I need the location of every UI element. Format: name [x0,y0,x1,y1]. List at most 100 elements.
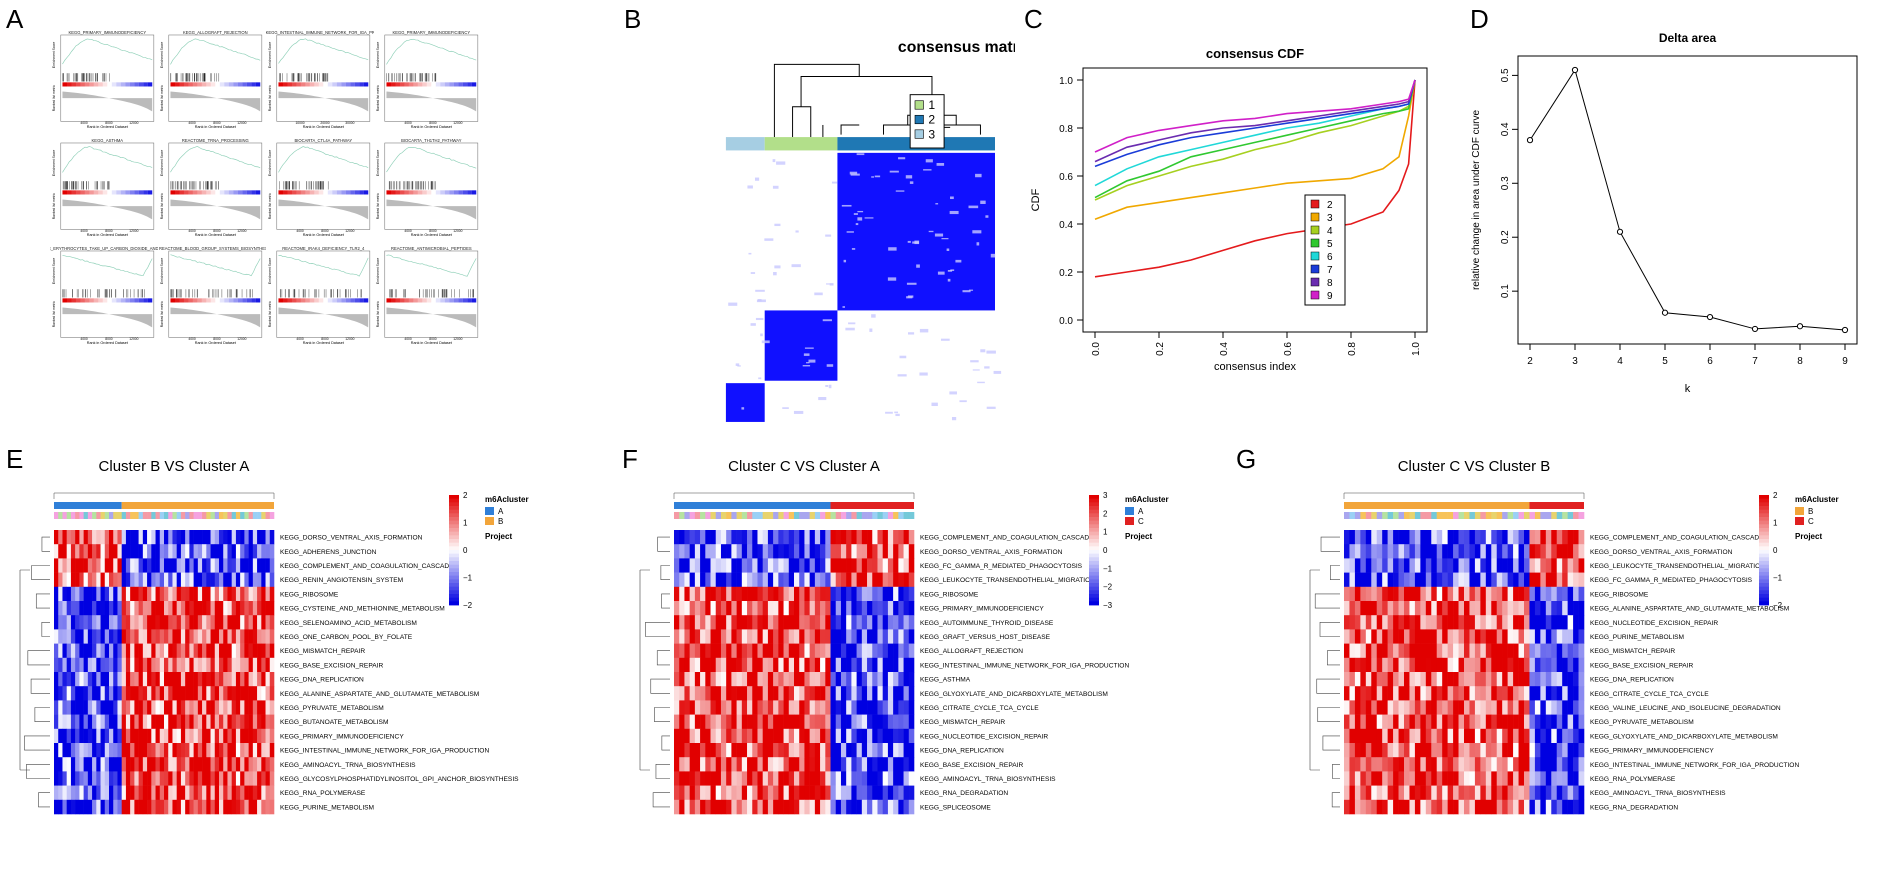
heat-cell [893,785,899,801]
heat-cell [54,757,59,772]
heat-cell [1491,714,1498,730]
group-bar-segment [1344,502,1530,509]
heat-cell [1442,643,1448,659]
gsea-xtick: 10000 [295,121,304,125]
project-bar-cell [189,512,194,519]
heat-cell [1529,586,1536,602]
heat-cell [1349,572,1356,588]
heat-cell [1485,686,1492,701]
heat-cell [117,728,122,744]
heat-cell [147,785,152,801]
rank-bar-cell [327,82,333,87]
rank-bar-cell [458,298,463,303]
heat-cell [752,714,758,730]
heat-cell [809,629,816,644]
heat-cell [257,572,262,588]
heat-cell [1354,615,1361,630]
heat-cell [66,672,72,687]
heat-cell [825,586,831,602]
rank-bar-cell [458,190,463,195]
heat-cell [1524,615,1530,630]
heat-cell [674,771,680,786]
heat-cell [715,615,722,630]
rank-bar-cell [129,190,135,195]
scale-tick-label: 1 [1103,528,1108,537]
heat-cell [142,700,148,715]
heat-cell [235,544,241,559]
heat-cell [1502,728,1508,744]
matrix-noise [855,223,859,226]
heat-cell [1491,643,1498,659]
heat-cell [882,672,889,687]
heat-cell [1458,643,1465,659]
legend-swatch [914,129,924,139]
heat-cell [882,530,889,545]
heat-cell [227,700,232,715]
heat-cell [757,771,763,786]
heat-cell [92,743,97,758]
heat-cell [830,643,837,659]
heat-cell [1376,799,1383,815]
heat-cell [58,785,63,801]
heat-cell [1387,757,1394,772]
heat-cell [1458,728,1465,744]
heat-cell [1567,629,1574,644]
heat-cell [130,686,135,701]
heat-cell [694,530,701,545]
heat-cell [736,700,743,715]
heat-cell [1365,743,1372,758]
rank-bar-cell [300,190,306,195]
heat-cell [877,757,883,772]
heat-cell [893,743,899,758]
heat-cell [1485,700,1492,715]
heat-cell [1567,799,1574,815]
heat-cell [908,530,915,545]
heat-cell [87,657,93,673]
heat-cell [773,572,779,588]
heat-cell [1382,728,1388,744]
heat-cell [736,728,743,744]
heat-cell [54,657,59,673]
matrix-noise [949,391,957,395]
heat-cell [206,558,211,573]
heat-cell [1573,558,1579,573]
heat-cell [820,643,826,659]
heat-cell [231,601,237,616]
row-label: KEGG_LEUKOCYTE_TRANSENDOTHELIAL_MIGRATIO… [920,577,1095,584]
heat-cell [189,728,194,744]
project-bar-cell [1365,512,1372,519]
heat-cell [882,743,889,758]
heat-cell [1425,586,1432,602]
heat-cell [757,643,763,659]
heat-cell [189,530,194,545]
heat-cell [172,643,177,659]
heat-cell [109,601,114,616]
heat-cell [903,771,910,786]
heat-cell [197,714,203,730]
rank-bar-cell [314,82,319,87]
heat-cell [731,785,737,801]
heat-cell [227,657,232,673]
scale-cell [1759,597,1769,602]
heat-cell [87,700,93,715]
heat-cell [121,728,127,744]
rank-bar-cell [251,82,256,87]
heat-cell [1387,544,1394,559]
heat-cell [1524,558,1530,573]
heat-cell [1376,757,1383,772]
heat-cell [1534,615,1541,630]
heat-cell [159,799,165,815]
heat-cell [104,544,110,559]
heat-cell [1365,686,1372,701]
heat-cell [147,601,152,616]
heat-cell [1431,530,1438,545]
heat-cell [1567,615,1574,630]
gsea-xlabel: Rank in Ordered Dataset [303,341,344,345]
heat-cell [1502,657,1508,673]
heat-cell [269,544,275,559]
heat-cell [1464,586,1470,602]
heat-cell [1442,629,1448,644]
ranked-metric-area [278,199,369,220]
heat-cell [767,601,774,616]
x-axis-label: k [1685,383,1691,395]
